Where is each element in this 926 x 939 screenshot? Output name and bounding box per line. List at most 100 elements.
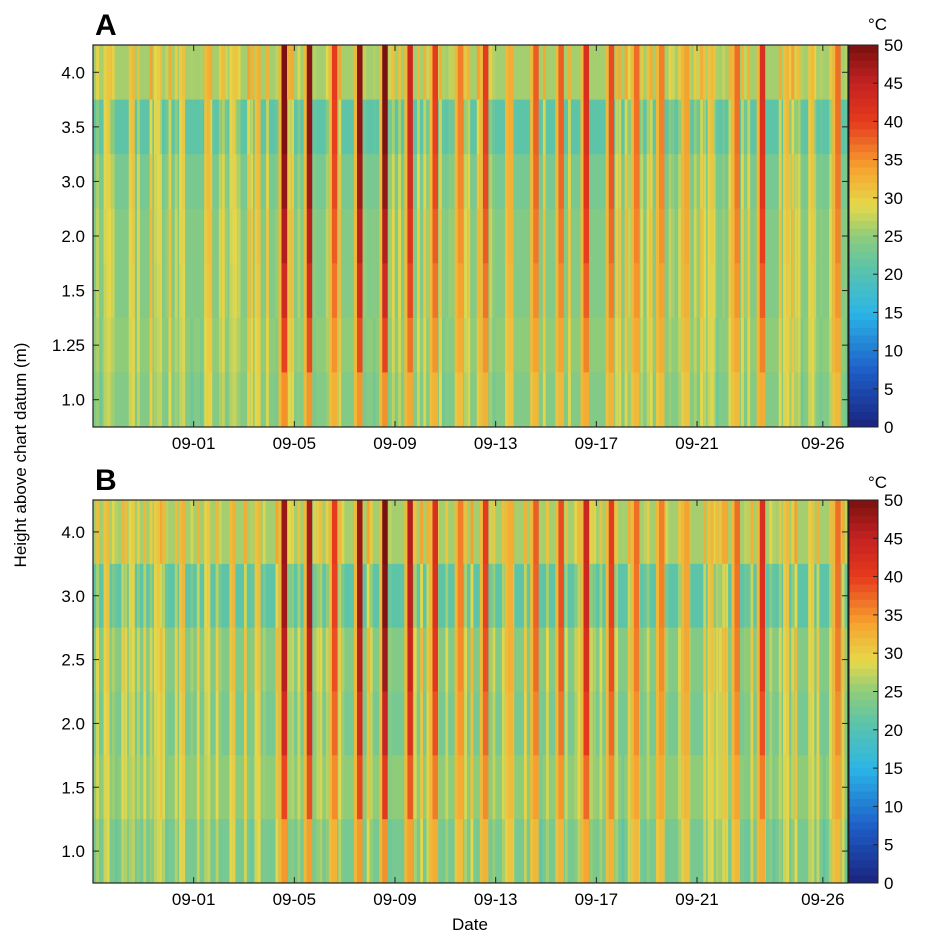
heat-peak [457, 263, 464, 319]
variation-stripe [388, 819, 392, 884]
heat-peak [306, 372, 313, 428]
heat-shoulder [128, 819, 132, 884]
heat-peak [710, 99, 714, 155]
heat-peak [356, 563, 363, 629]
heat-peak [734, 372, 741, 428]
variation-stripe [288, 263, 291, 319]
variation-stripe [778, 563, 782, 629]
heat-shoulder [605, 154, 609, 210]
variation-stripe [111, 372, 115, 428]
heat-peak [558, 317, 564, 373]
heat-peak [382, 819, 388, 884]
heat-shoulder [808, 154, 812, 210]
heat-peak [156, 563, 160, 629]
heat-shoulder [454, 317, 458, 373]
heat-shoulder [783, 627, 787, 692]
heat-shoulder [229, 45, 233, 101]
colorbar-step [849, 837, 878, 845]
variation-stripe [501, 500, 505, 565]
colorbar-step [849, 381, 878, 390]
variation-stripe [196, 563, 200, 629]
variation-stripe [747, 154, 751, 210]
heat-peak [106, 154, 110, 210]
heat-shoulder [756, 627, 760, 692]
heat-shoulder [254, 691, 258, 756]
heat-shoulder [731, 819, 735, 884]
variation-stripe [564, 563, 568, 629]
heat-shoulder [808, 500, 812, 565]
colorbar-step [849, 167, 878, 176]
variation-stripe [722, 45, 725, 101]
variation-stripe [621, 755, 625, 820]
variation-stripe [819, 372, 823, 428]
heat-peak [382, 45, 388, 101]
variation-stripe [413, 755, 417, 820]
variation-stripe [640, 99, 644, 155]
heat-peak [232, 627, 236, 692]
variation-stripe [297, 99, 301, 155]
variation-stripe [266, 45, 269, 101]
variation-stripe [615, 500, 619, 565]
variation-stripe [712, 563, 716, 629]
heat-shoulder [153, 563, 157, 629]
heat-shoulder [832, 317, 836, 373]
variation-stripe [492, 563, 496, 629]
variation-stripe [464, 755, 468, 820]
heat-shoulder [404, 755, 408, 820]
variation-stripe [712, 500, 716, 565]
heat-peak [759, 208, 766, 264]
heat-peak [306, 208, 313, 264]
variation-stripe [464, 563, 468, 629]
colorbar-step [849, 83, 878, 92]
heat-shoulder [630, 372, 634, 428]
heat-peak [533, 372, 539, 428]
variation-stripe [703, 99, 707, 155]
colorbar-step [849, 538, 878, 547]
heat-peak [684, 99, 690, 155]
heat-peak [182, 500, 186, 565]
variation-stripe [391, 45, 395, 101]
heat-shoulder [179, 563, 183, 629]
variation-stripe [769, 755, 773, 820]
heat-peak [633, 627, 640, 692]
variation-stripe [121, 755, 125, 820]
heat-peak [759, 627, 766, 692]
variation-stripe [646, 45, 650, 101]
heat-peak [232, 500, 236, 565]
variation-stripe [420, 691, 423, 756]
heat-peak [106, 372, 110, 428]
variation-stripe [316, 627, 320, 692]
variation-stripe [325, 563, 329, 629]
variation-stripe [615, 317, 619, 373]
colorbar-step [849, 312, 878, 321]
heat-shoulder [530, 317, 534, 373]
variation-stripe [297, 45, 301, 101]
variation-stripe [501, 819, 505, 884]
heat-shoulder [229, 208, 233, 264]
variation-stripe [678, 99, 681, 155]
heat-peak [182, 563, 186, 629]
heat-peak [306, 154, 313, 210]
colorbar-step [849, 553, 878, 562]
heat-shoulder [454, 819, 458, 884]
variation-stripe [715, 627, 719, 692]
variation-stripe [624, 317, 628, 373]
heat-peak [182, 99, 186, 155]
variation-stripe [715, 208, 719, 264]
variation-stripe [313, 691, 317, 756]
heat-shoulder [379, 317, 383, 373]
variation-stripe [363, 208, 367, 264]
heat-shoulder [379, 372, 383, 428]
colorbar-step [849, 281, 878, 290]
heat-peak [482, 755, 489, 820]
variation-stripe [363, 317, 367, 373]
heat-peak [786, 691, 790, 756]
heat-peak [507, 154, 514, 210]
heat-peak [811, 819, 815, 884]
heat-peak [207, 691, 211, 756]
variation-stripe [624, 154, 628, 210]
variation-stripe [489, 154, 493, 210]
heat-shoulder [404, 99, 408, 155]
heat-peak [432, 627, 439, 692]
heat-shoulder [530, 263, 534, 319]
